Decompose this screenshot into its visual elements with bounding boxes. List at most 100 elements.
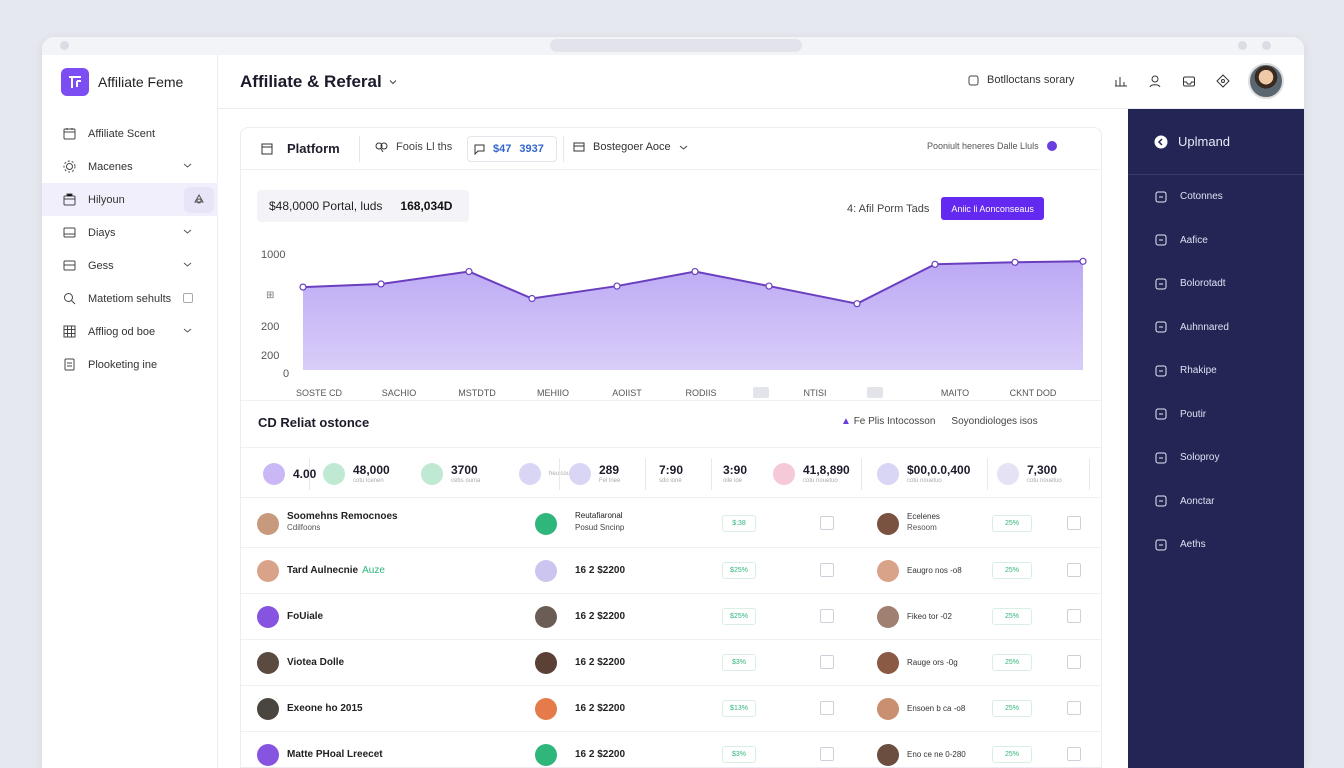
- chevron-down-icon[interactable]: [183, 227, 192, 236]
- payout-value: Reutafiaronal: [575, 511, 623, 520]
- chart-point[interactable]: [377, 280, 385, 288]
- search-icon: [375, 142, 388, 152]
- row-checkbox[interactable]: [820, 701, 834, 715]
- section-link-2[interactable]: Soyondiologes isos: [951, 416, 1038, 427]
- stat-icon: [323, 463, 345, 485]
- status-icon: [535, 606, 557, 628]
- category-select[interactable]: Bostegoer Aoce: [573, 141, 688, 153]
- status-label: Pooniult heneres Dalle Lluls: [927, 141, 1039, 151]
- chart-point[interactable]: [691, 267, 699, 276]
- table-row[interactable]: Matte PHoal Lreecet 16 2 $2200 $3% Eno ce n…: [241, 732, 1101, 767]
- table-row[interactable]: Soomehns Remocnoes Cdilfoons Reutafiaronal…: [241, 500, 1101, 548]
- sidebar-item-affiliate[interactable]: Affiliate Scent: [42, 117, 218, 150]
- bookmark-icon: [1154, 190, 1168, 204]
- status-icon: [535, 560, 557, 582]
- toolbar-status[interactable]: Pooniult heneres Dalle Lluls: [927, 141, 1057, 151]
- right-panel-item[interactable]: Soloproy: [1128, 436, 1304, 480]
- chart-point[interactable]: [465, 267, 473, 276]
- stat-item: heuicourcr: [519, 450, 577, 498]
- right-panel-item[interactable]: Auhnnared: [1128, 306, 1304, 350]
- stat-value: 3:90: [723, 462, 748, 477]
- y-tick-label: 0: [283, 368, 289, 380]
- referrer-avatar: [877, 744, 899, 766]
- table-row[interactable]: Tard Aulnecnie Auze 16 2 $2200 $25% Eaugro n…: [241, 548, 1101, 594]
- user-icon[interactable]: [1145, 71, 1165, 91]
- row-checkbox[interactable]: [820, 655, 834, 669]
- row-checkbox[interactable]: [1067, 563, 1081, 577]
- table-row[interactable]: Viotea Dolle 16 2 $2200 $3% Rauge ors -0g 25…: [241, 640, 1101, 686]
- platform-tab[interactable]: Platform: [261, 141, 340, 156]
- row-checkbox[interactable]: [1067, 609, 1081, 623]
- row-checkbox[interactable]: [820, 747, 834, 761]
- referrer-name: Eno ce ne 0-280: [907, 750, 966, 759]
- row-checkbox[interactable]: [1067, 655, 1081, 669]
- chevron-down-icon[interactable]: [388, 77, 398, 87]
- row-checkbox[interactable]: [1067, 747, 1081, 761]
- sidebar-item-hilyoun[interactable]: Hilyoun: [42, 183, 218, 216]
- right-panel-item[interactable]: Cotonnes: [1128, 175, 1304, 219]
- row-checkbox[interactable]: [820, 609, 834, 623]
- stat-text: $00,0.0,400 cotu nouetuo: [907, 463, 970, 485]
- chevron-down-icon[interactable]: [183, 326, 192, 335]
- id-field[interactable]: $47 3937: [467, 136, 557, 162]
- filter-button[interactable]: Foois Ll ths: [375, 141, 452, 153]
- right-panel-item[interactable]: Aafice: [1128, 219, 1304, 263]
- chart-point[interactable]: [528, 294, 536, 303]
- right-panel-item-label: Aonctar: [1180, 495, 1215, 507]
- stat-item: 7:90 sdo ione: [659, 450, 683, 498]
- stat-item: 4.00: [263, 450, 316, 498]
- right-panel-header[interactable]: Uplmand: [1128, 109, 1304, 175]
- right-panel-item[interactable]: Aeths: [1128, 523, 1304, 567]
- row-checkbox[interactable]: [1067, 701, 1081, 715]
- right-panel-item[interactable]: Aonctar: [1128, 480, 1304, 524]
- chart-action-button[interactable]: Aniic li Aonconseaus: [941, 197, 1044, 220]
- sidebar-item-matetiom[interactable]: Matetiom sehults: [42, 282, 218, 315]
- sidebar-item-diays[interactable]: Diays: [42, 216, 218, 249]
- tag-icon[interactable]: [1213, 71, 1233, 91]
- commission-badge: $25%: [722, 562, 756, 579]
- card-icon: [62, 226, 76, 240]
- recycle-icon[interactable]: [184, 187, 214, 213]
- id-label: $47: [493, 143, 512, 155]
- address-bar[interactable]: [550, 39, 802, 52]
- sidebar: Affiliate Feme Affiliate Scent Macenes H…: [42, 55, 218, 768]
- chevron-down-icon[interactable]: [183, 161, 192, 170]
- header-actions: [1111, 71, 1233, 91]
- chart-point[interactable]: [299, 283, 307, 291]
- right-panel-item[interactable]: Poutir: [1128, 393, 1304, 437]
- sidebar-item-macenes[interactable]: Macenes: [42, 150, 218, 183]
- table-row[interactable]: FoUiale 16 2 $2200 $25% Fikeo tor -02 25%: [241, 594, 1101, 640]
- row-checkbox[interactable]: [820, 516, 834, 530]
- right-panel-item[interactable]: Bolorotadt: [1128, 262, 1304, 306]
- affiliate-name-text: Viotea Dolle: [287, 657, 345, 668]
- stat-item: 3:90 oile ioe: [723, 450, 747, 498]
- chart-point[interactable]: [853, 300, 861, 308]
- chevron-down-icon[interactable]: [183, 260, 192, 269]
- metric-primary: $48,0000 Portal, luds: [269, 199, 383, 213]
- chart-point[interactable]: [765, 282, 773, 290]
- chart-point[interactable]: [1079, 257, 1087, 265]
- affiliate-name-text: Tard Aulnecnie: [287, 565, 359, 576]
- chart-point[interactable]: [1011, 258, 1019, 266]
- sidebar-item-affliog[interactable]: Affliog od boe: [42, 315, 218, 348]
- chart-point[interactable]: [613, 282, 621, 290]
- x-marker-icon: [867, 387, 883, 398]
- right-panel-item[interactable]: Rhakipe: [1128, 349, 1304, 393]
- stat-subtext: cebs ouma: [451, 477, 481, 484]
- user-avatar[interactable]: [1248, 63, 1284, 99]
- inbox-icon[interactable]: [1179, 71, 1199, 91]
- sidebar-checkbox[interactable]: [183, 293, 193, 303]
- row-checkbox[interactable]: [820, 563, 834, 577]
- sidebar-item-plooketing[interactable]: Plooketing ine: [42, 348, 218, 381]
- stat-value: 7:90: [659, 462, 684, 477]
- section-link-1[interactable]: ▲ Fe Plis Intocosson: [841, 416, 935, 427]
- stats-icon[interactable]: [1111, 71, 1131, 91]
- table-row[interactable]: Exeone ho 2015 16 2 $2200 $13% Ensoen b ca …: [241, 686, 1101, 732]
- sidebar-item-gess[interactable]: Gess: [42, 249, 218, 282]
- stat-text: 7:90 sdo ione: [659, 462, 684, 485]
- row-checkbox[interactable]: [1067, 516, 1081, 530]
- chart-point[interactable]: [931, 260, 939, 268]
- header-search[interactable]: Botlloctans sorary: [968, 74, 1074, 86]
- brand[interactable]: Affiliate Feme: [61, 68, 183, 96]
- chart-controls: 4: Afil Porm Tads Aniic li Aonconseaus: [847, 197, 1044, 220]
